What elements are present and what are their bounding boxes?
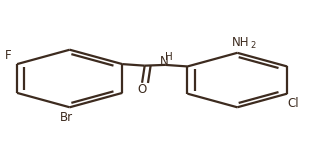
Text: Br: Br — [60, 111, 73, 124]
Text: F: F — [5, 49, 11, 62]
Text: Cl: Cl — [288, 97, 300, 110]
Text: O: O — [137, 83, 147, 96]
Text: N: N — [159, 55, 168, 68]
Text: 2: 2 — [250, 41, 255, 50]
Text: NH: NH — [232, 36, 249, 49]
Text: H: H — [165, 52, 172, 62]
